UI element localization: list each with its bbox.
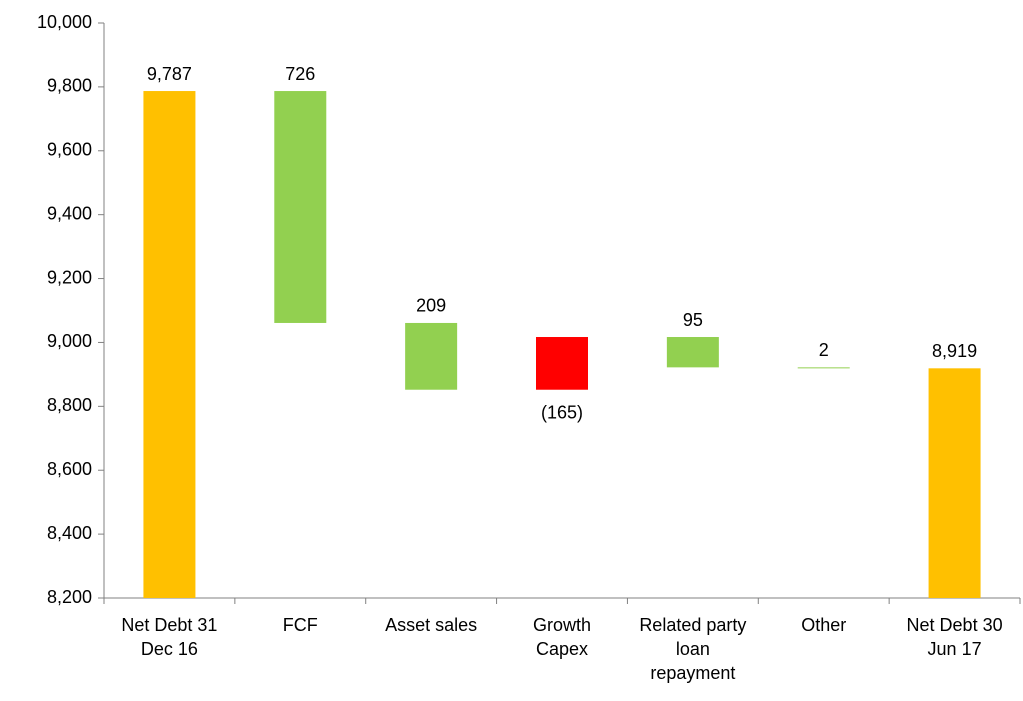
y-tick-label: 9,600 <box>47 140 92 160</box>
value-label: (165) <box>541 402 583 422</box>
x-tick-label: Growth Capex <box>533 615 591 659</box>
x-tick-label: Net Debt 30 Jun 17 <box>907 615 1003 659</box>
bar <box>274 91 327 323</box>
x-tick-label: Related party loan repayment <box>639 615 746 683</box>
x-tick-label: Net Debt 31 Dec 16 <box>121 615 217 659</box>
y-tick-label: 9,000 <box>47 331 92 351</box>
bar <box>928 368 981 598</box>
y-tick-label: 8,200 <box>47 587 92 607</box>
value-label: 209 <box>416 296 446 316</box>
bar <box>797 367 850 369</box>
y-tick-label: 8,800 <box>47 395 92 415</box>
bar <box>143 91 196 599</box>
value-label: 8,919 <box>932 341 977 361</box>
value-label: 9,787 <box>147 64 192 84</box>
x-tick-label: Other <box>801 615 846 635</box>
x-tick-label: FCF <box>283 615 318 635</box>
bar <box>536 337 588 390</box>
y-tick-label: 9,200 <box>47 267 92 287</box>
y-tick-label: 9,400 <box>47 203 92 223</box>
y-tick-label: 8,400 <box>47 523 92 543</box>
y-tick-label: 10,000 <box>37 12 92 32</box>
bar <box>666 337 719 368</box>
x-tick-label: Asset sales <box>385 615 477 635</box>
y-tick-label: 9,800 <box>47 76 92 96</box>
value-label: 726 <box>285 64 315 84</box>
y-tick-label: 8,600 <box>47 459 92 479</box>
value-label: 2 <box>819 340 829 360</box>
bar <box>405 322 458 390</box>
value-label: 95 <box>683 310 703 330</box>
